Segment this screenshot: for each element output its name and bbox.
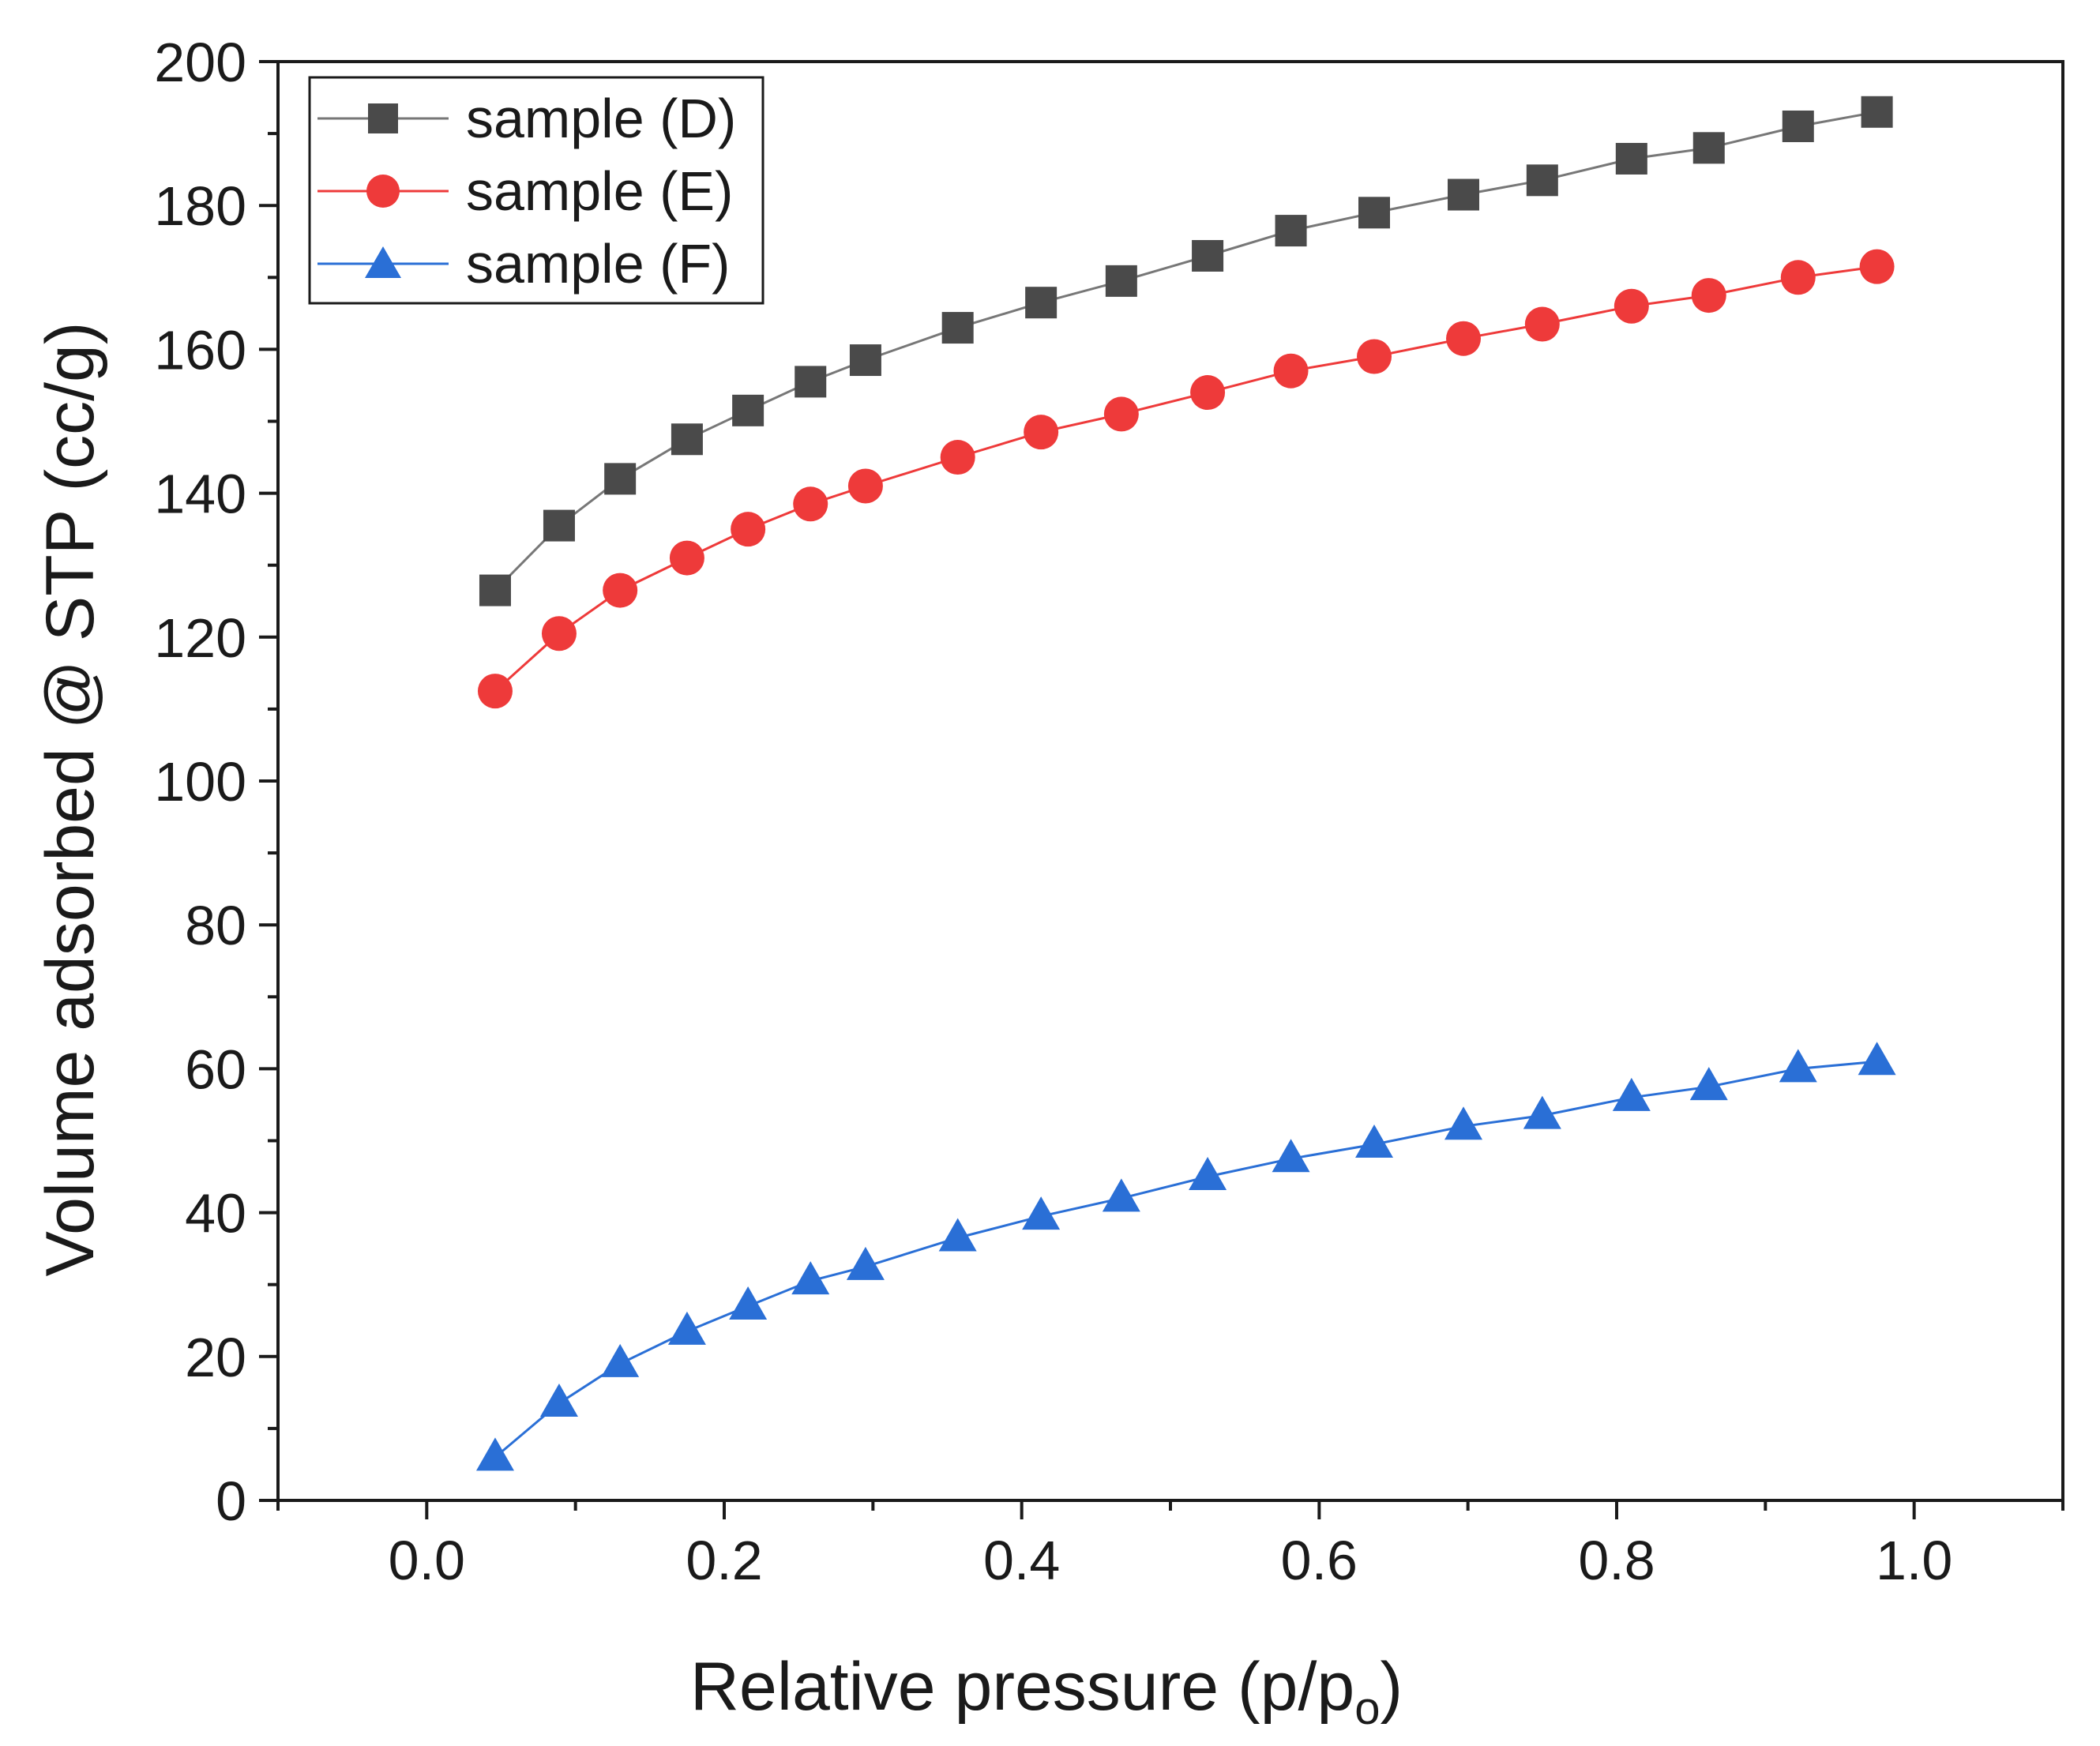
data-point-sample-f [1779, 1049, 1817, 1083]
y-tick-label: 20 [185, 1327, 246, 1388]
data-point-sample-e [1614, 288, 1649, 324]
data-point-sample-f [1523, 1095, 1561, 1129]
x-tick-label: 0.2 [686, 1530, 762, 1591]
data-point-sample-d [1615, 142, 1647, 175]
data-point-sample-d [479, 574, 511, 606]
y-tick-label: 160 [154, 319, 246, 381]
x-axis-label-subscript: o [1354, 1683, 1380, 1734]
data-point-sample-f [846, 1246, 885, 1280]
data-point-sample-f [667, 1311, 706, 1345]
data-point-sample-f [1689, 1067, 1728, 1101]
series-sample-d [479, 96, 1893, 606]
y-tick-label: 60 [185, 1038, 246, 1100]
data-point-sample-f [1189, 1157, 1227, 1191]
data-point-sample-e [1691, 278, 1726, 314]
data-point-sample-d [849, 344, 881, 377]
data-point-sample-e [1859, 249, 1895, 284]
y-tick-label: 180 [154, 175, 246, 237]
data-point-sample-e [1357, 339, 1392, 374]
data-point-sample-e [1780, 260, 1816, 295]
legend-entry-sample-f: sample (F) [317, 233, 730, 295]
x-tick-label: 0.4 [983, 1530, 1060, 1591]
data-point-sample-e [940, 440, 975, 475]
data-point-sample-f [1444, 1106, 1483, 1140]
legend-label-sample-f: sample (F) [466, 233, 730, 295]
data-point-sample-e [1024, 415, 1059, 450]
data-point-sample-e [1524, 306, 1560, 342]
data-point-sample-f [601, 1343, 640, 1377]
data-point-sample-e [541, 616, 577, 651]
data-point-sample-f [791, 1261, 830, 1295]
data-point-sample-f [1022, 1196, 1061, 1230]
data-point-sample-d [1526, 164, 1558, 197]
legend: sample (D) sample (E) sample (F) [308, 76, 764, 305]
data-point-sample-e [603, 573, 638, 608]
data-point-sample-d [941, 312, 974, 344]
y-tick-label: 40 [185, 1183, 246, 1245]
legend-entry-sample-e: sample (E) [317, 160, 733, 222]
x-tick-label: 0.8 [1578, 1530, 1655, 1591]
legend-triangle-marker-icon [365, 246, 401, 278]
y-tick-label: 80 [185, 895, 246, 956]
x-tick-label: 1.0 [1876, 1530, 1952, 1591]
x-tick-label: 0.0 [389, 1530, 465, 1591]
data-point-sample-f [1272, 1139, 1310, 1173]
y-axis-ticks: 0 20 40 60 80 100 120 140 160 180 200 [154, 32, 278, 1532]
data-point-sample-f [1612, 1077, 1651, 1111]
data-point-sample-f [938, 1218, 977, 1252]
series-line-sample-f [494, 1060, 1877, 1459]
x-axis-label: Relative pressure (p/po) [690, 1649, 1403, 1734]
data-point-sample-e [847, 468, 883, 504]
data-point-sample-e [1273, 353, 1309, 389]
y-tick-label: 0 [216, 1470, 246, 1532]
data-point-sample-d [1448, 178, 1480, 211]
data-point-sample-d [732, 394, 764, 426]
data-point-sample-d [604, 463, 637, 495]
data-point-sample-e [731, 512, 766, 547]
data-point-sample-d [1192, 239, 1224, 272]
data-point-sample-f [1858, 1042, 1896, 1076]
data-point-sample-e [1446, 321, 1482, 356]
y-tick-label: 100 [154, 751, 246, 813]
y-tick-label: 200 [154, 32, 246, 93]
data-point-sample-e [793, 486, 828, 522]
legend-label-sample-d: sample (D) [466, 88, 736, 149]
series-sample-f [475, 1042, 1896, 1471]
data-point-sample-e [1103, 396, 1139, 432]
data-point-sample-d [1782, 110, 1814, 142]
data-point-sample-d [1861, 96, 1893, 128]
data-point-sample-d [1105, 265, 1137, 297]
data-point-sample-f [1355, 1125, 1394, 1158]
data-point-sample-d [1358, 197, 1391, 229]
x-axis-ticks: 0.0 0.2 0.4 0.6 0.8 1.0 [276, 1500, 2064, 1591]
data-point-sample-d [1025, 287, 1058, 319]
y-axis-label: Volume adsorbed @ STP (cc/g) [32, 321, 108, 1276]
x-axis-label-close: ) [1380, 1649, 1403, 1725]
legend-circle-marker-icon [366, 175, 400, 208]
data-point-sample-d [543, 509, 575, 542]
series-line-sample-e [494, 265, 1877, 693]
series-sample-e [477, 249, 1895, 709]
data-point-sample-d [1692, 132, 1725, 164]
legend-label-sample-e: sample (E) [466, 160, 733, 222]
data-point-sample-d [1275, 215, 1307, 247]
x-axis-label-main: Relative pressure (p/p [690, 1649, 1354, 1725]
data-point-sample-d [795, 366, 827, 398]
data-point-sample-f [1102, 1178, 1140, 1212]
data-point-sample-f [729, 1286, 768, 1320]
x-tick-label: 0.6 [1281, 1530, 1358, 1591]
data-point-sample-f [475, 1437, 514, 1471]
legend-square-marker-icon [368, 103, 398, 133]
data-point-sample-d [671, 423, 703, 456]
series-layer [475, 96, 1896, 1471]
y-tick-label: 120 [154, 607, 246, 669]
data-point-sample-e [477, 674, 513, 709]
data-point-sample-e [1190, 375, 1226, 411]
data-point-sample-f [539, 1384, 578, 1417]
y-tick-label: 140 [154, 464, 246, 525]
data-point-sample-e [669, 540, 704, 576]
legend-entry-sample-d: sample (D) [317, 88, 736, 149]
